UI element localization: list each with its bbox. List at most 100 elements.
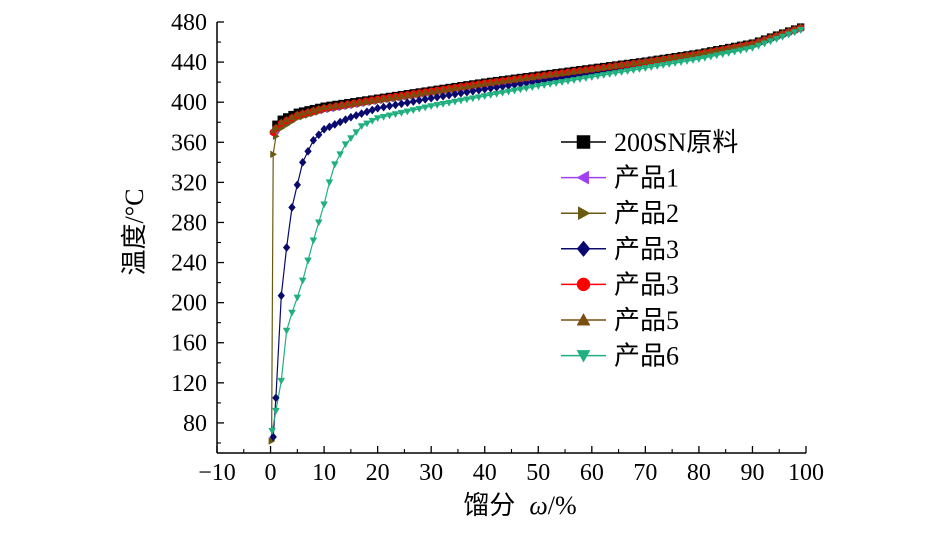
data-point-s7-29 [427,103,436,111]
data-point-s7-83 [748,45,757,52]
y-tick-label: 240 [171,251,207,277]
data-point-s6-29 [433,86,441,94]
x-tick-label: 50 [526,460,550,486]
series-line-7 [271,29,801,432]
data-point-s7-67 [653,63,662,71]
legend-label: 产品5 [614,306,679,335]
data-point-s7-6 [298,277,307,285]
data-point-s7-5 [293,294,302,302]
data-point-s6-73 [695,49,703,57]
x-tick-label: −10 [198,460,236,486]
data-point-s4-2 [277,291,285,301]
data-point-s4-0 [269,432,277,442]
data-point-s7-44 [516,86,525,94]
data-point-s7-84 [754,42,763,50]
data-point-s7-87 [772,36,781,43]
data-point-s6-33 [457,82,465,90]
x-tick-label: 10 [312,460,336,486]
data-point-s7-33 [451,98,459,106]
data-point-s7-52 [564,78,572,86]
data-point-s7-85 [760,40,769,48]
y-axis-title: 温度/°C [120,189,149,276]
legend-item-5: 产品3 [561,270,679,299]
data-point-s6-10 [320,103,328,111]
x-tick-label: 80 [687,460,711,486]
legend-item-4: 产品3 [561,235,679,264]
y-tick-label: 280 [171,210,207,236]
data-point-s7-17 [357,123,366,131]
data-point-s4-9 [315,130,323,140]
data-point-s4-1 [272,393,280,403]
data-point-s6-47 [540,71,549,79]
data-point-s6-50 [558,69,566,76]
legend-label: 产品6 [614,342,679,371]
data-point-s6-39 [492,77,501,85]
data-point-s7-55 [582,75,590,83]
data-point-s6-68 [665,53,673,61]
x-tick-label: 20 [366,460,390,486]
data-point-s4-33 [451,89,459,99]
data-point-s7-14 [341,141,350,149]
data-point-s7-68 [659,62,668,70]
data-point-s7-38 [480,93,489,101]
legend-item-3: 产品2 [561,199,679,228]
data-point-s6-42 [510,75,519,83]
data-point-s6-21 [385,93,394,101]
data-point-s7-15 [347,135,355,143]
data-point-s7-30 [433,102,441,109]
data-point-s6-25 [409,89,418,97]
data-point-s6-30 [439,85,447,93]
data-point-s6-56 [593,64,602,72]
legend-item-2: 产品1 [561,164,679,193]
data-point-s7-35 [463,96,471,104]
legend-marker [576,277,591,292]
data-point-s7-24 [397,109,406,117]
data-point-s7-90 [790,29,799,37]
data-point-s7-19 [368,117,377,125]
data-point-s6-75 [706,46,715,54]
data-point-s6-22 [391,92,400,100]
legend-marker [576,170,589,185]
data-point-s7-47 [534,83,543,91]
series-line-4 [272,28,801,438]
data-point-s7-50 [552,80,560,88]
data-point-s7-37 [474,94,483,102]
data-point-s4-36 [469,86,477,96]
data-point-s6-64 [641,57,650,65]
data-point-s7-45 [522,85,531,93]
data-point-s7-11 [325,179,334,187]
data-point-s6-9 [314,104,323,112]
x-tick-label: 30 [419,460,443,486]
data-point-s6-61 [623,59,632,67]
x-tick-label: 40 [473,460,497,486]
data-point-s6-55 [587,65,596,73]
data-point-s7-61 [617,69,626,77]
legend-item-6: 产品5 [561,306,679,335]
data-point-s4-28 [421,94,429,104]
data-point-s4-18 [363,107,371,117]
data-point-s7-60 [611,70,620,78]
data-point-s7-54 [576,76,584,84]
data-point-s6-58 [605,62,614,70]
data-point-s7-66 [647,64,656,72]
data-point-s7-56 [587,74,596,82]
data-point-s7-10 [320,201,328,209]
data-point-s6-66 [653,55,662,63]
data-point-s6-5 [293,110,302,118]
legend-label: 产品3 [614,270,679,299]
y-tick-label: 360 [171,130,207,156]
data-point-s7-86 [766,38,775,46]
data-point-s7-71 [677,59,685,67]
data-point-s7-51 [558,79,566,87]
data-point-s4-21 [379,102,388,112]
data-point-s4-13 [336,117,344,127]
data-point-s4-16 [352,110,360,120]
data-point-s7-57 [593,73,602,81]
data-point-s7-39 [486,92,495,99]
data-point-s6-36 [474,80,483,88]
data-point-s7-74 [695,56,703,64]
data-point-s7-72 [683,58,691,66]
data-point-s6-49 [552,69,560,77]
